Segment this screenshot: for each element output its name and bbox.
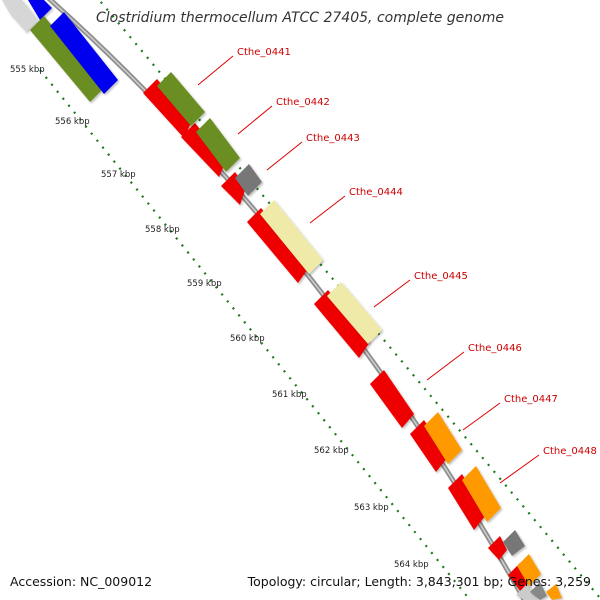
leader-line-0448 (499, 454, 540, 484)
kbp-tick-label: 560 kbp (230, 334, 265, 344)
gene-label-0445[interactable]: Cthe_0445 (414, 271, 468, 282)
feature-gray-2 (503, 530, 525, 556)
leader-line-0447 (462, 402, 501, 431)
genome-backbone (46, 0, 528, 600)
feature-cds-0448 (448, 474, 486, 530)
feature-yellow-1 (260, 200, 323, 274)
leader-line-0445 (373, 279, 411, 308)
genome-backbone-highlight (49, 0, 526, 600)
kbp-tick-label: 557 kbp (101, 170, 136, 180)
kbp-tick-label: 562 kbp (314, 446, 349, 456)
leader-line-0443 (266, 141, 303, 171)
feature-gray-bottom (516, 583, 538, 600)
gene-label-0443[interactable]: Cthe_0443 (306, 133, 360, 144)
genome-stats-text: Topology: circular; Length: 3,843,301 bp… (247, 574, 591, 589)
gene-label-0447[interactable]: Cthe_0447 (504, 394, 558, 405)
feature-cds-small-1 (488, 536, 507, 560)
feature-blue-2 (50, 12, 118, 94)
feature-blue-1 (28, 0, 52, 20)
kbp-tick-label: 563 kbp (354, 503, 389, 513)
feature-orange-3 (517, 554, 541, 586)
gene-label-0441[interactable]: Cthe_0441 (237, 47, 291, 58)
leader-line-0444 (309, 195, 346, 224)
map-title: Clostridium thermocellum ATCC 27405, com… (96, 10, 504, 26)
feature-cds-0445 (314, 290, 370, 358)
kbp-tick-label: 556 kbp (55, 117, 90, 127)
gene-label-0442[interactable]: Cthe_0442 (276, 97, 330, 108)
leader-line-0442 (237, 105, 273, 135)
gene-label-0446[interactable]: Cthe_0446 (468, 343, 522, 354)
feature-gray-3 (530, 582, 547, 600)
feature-gray-top (2, 0, 38, 32)
feature-cds-0442 (181, 123, 226, 177)
feature-cds-0447 (410, 420, 448, 472)
kbp-tick-label: 561 kbp (272, 390, 307, 400)
accession-text: Accession: NC_009012 (10, 574, 152, 589)
ruler-inner-dotted-line (39, 69, 471, 600)
feature-cds-0444 (247, 208, 310, 283)
gene-label-0448[interactable]: Cthe_0448 (543, 446, 597, 457)
leader-line-0441 (197, 55, 234, 86)
kbp-tick-label: 555 kbp (10, 65, 45, 75)
feature-orange-4 (546, 584, 562, 600)
kbp-tick-label: 564 kbp (394, 560, 429, 570)
kbp-tick-label: 558 kbp (145, 225, 180, 235)
feature-orange-1 (424, 412, 462, 464)
feature-olive-1 (157, 72, 205, 126)
kbp-tick-label: 559 kbp (187, 279, 222, 289)
feature-yellow-2 (327, 282, 382, 344)
feature-olive-555 (30, 16, 104, 102)
feature-cds-0441 (143, 79, 192, 138)
feature-cds-0446 (370, 370, 414, 428)
feature-cds-small-2 (508, 563, 530, 592)
gene-label-0444[interactable]: Cthe_0444 (349, 187, 403, 198)
feature-orange-2 (462, 466, 501, 522)
feature-olive-2 (196, 118, 240, 172)
feature-gray-1 (235, 164, 262, 196)
leader-line-0446 (426, 351, 465, 381)
